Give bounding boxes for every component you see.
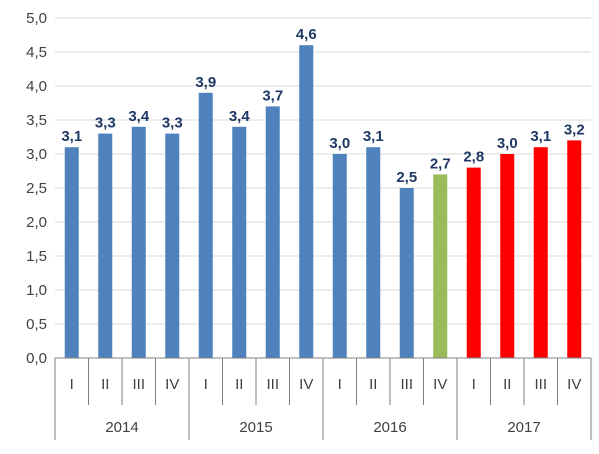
x-tick-label: IV	[299, 376, 313, 393]
bar	[533, 147, 548, 358]
data-label: 3,0	[329, 135, 350, 152]
y-tick-label: 0,5	[26, 316, 47, 333]
bar	[64, 147, 79, 358]
bar	[567, 140, 582, 358]
y-axis-ticks: 0,0 0,5 1,0 1,5 2,0 2,5 3,0 3,5 4,0 4,5 5,0	[26, 10, 47, 367]
x-tick-label: I	[472, 376, 476, 393]
y-tick-label: 1,0	[26, 282, 47, 299]
bar	[466, 167, 481, 358]
y-tick-label: 2,5	[26, 180, 47, 197]
bar	[366, 147, 381, 358]
year-label: 2017	[507, 419, 540, 436]
data-label: 3,1	[530, 128, 551, 145]
x-tick-label: II	[369, 376, 377, 393]
x-tick-label: III	[266, 376, 279, 393]
x-tick-label: IV	[433, 376, 447, 393]
y-tick-label: 2,0	[26, 214, 47, 231]
x-tick-label: II	[503, 376, 511, 393]
x-tick-label: III	[132, 376, 145, 393]
y-tick-label: 4,5	[26, 44, 47, 61]
x-tick-label: III	[400, 376, 413, 393]
y-tick-label: 3,5	[26, 112, 47, 129]
bars	[64, 45, 582, 359]
bar	[332, 154, 347, 358]
y-tick-label: 0,0	[26, 350, 47, 367]
bar	[433, 174, 448, 358]
x-tick-label: II	[235, 376, 243, 393]
x-tick-label: IV	[567, 376, 581, 393]
data-label: 3,1	[61, 128, 82, 145]
data-label: 3,7	[262, 87, 283, 104]
bar	[131, 126, 146, 358]
bar	[500, 154, 515, 358]
data-label: 2,8	[463, 149, 484, 166]
x-tick-label: I	[70, 376, 74, 393]
year-label: 2015	[239, 419, 272, 436]
data-label: 3,4	[229, 108, 251, 125]
data-label: 3,4	[128, 108, 150, 125]
bar	[198, 92, 213, 359]
y-tick-label: 3,0	[26, 146, 47, 163]
y-tick-label: 5,0	[26, 10, 47, 27]
x-tick-label: I	[338, 376, 342, 393]
x-tick-label: II	[101, 376, 109, 393]
data-label: 3,0	[497, 135, 518, 152]
data-label: 4,6	[296, 26, 317, 43]
y-tick-label: 1,5	[26, 248, 47, 265]
x-tick-label: I	[204, 376, 208, 393]
data-label: 2,5	[396, 169, 417, 186]
data-label: 3,9	[195, 74, 216, 91]
data-label: 3,3	[95, 115, 116, 132]
data-label: 3,2	[564, 121, 585, 138]
bar	[299, 45, 314, 358]
bar	[399, 188, 414, 358]
x-tick-label: IV	[165, 376, 179, 393]
bar	[165, 133, 180, 358]
bar	[232, 126, 247, 358]
data-label: 2,7	[430, 155, 451, 172]
data-label: 3,1	[363, 128, 384, 145]
bar	[265, 106, 280, 359]
data-labels: 3,1 3,3 3,4 3,3 3,9 3,4 3,7 4,6 3,0 3,1 2,5 2,7 2,8 3…	[61, 26, 584, 186]
bar	[98, 133, 113, 358]
year-label: 2016	[373, 419, 406, 436]
year-label: 2014	[105, 419, 138, 436]
x-tick-label: III	[534, 376, 547, 393]
y-tick-label: 4,0	[26, 78, 47, 95]
data-label: 3,3	[162, 115, 183, 132]
